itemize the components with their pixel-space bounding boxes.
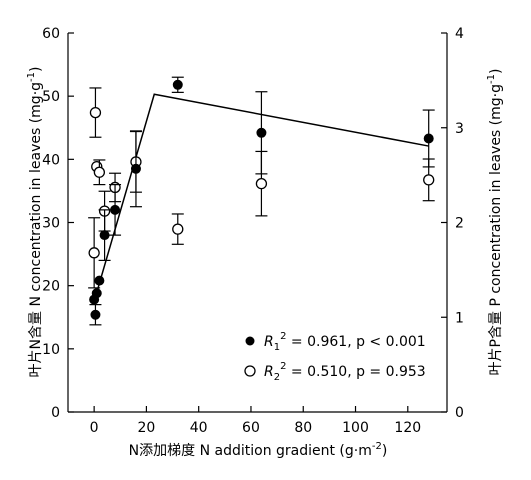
data-point-filled [256, 127, 267, 138]
series-n-leaves [89, 76, 435, 326]
data-marks [88, 76, 435, 326]
y-left-tick-label: 10 [42, 342, 60, 358]
data-point-filled [91, 288, 102, 299]
data-point-open [93, 166, 106, 178]
data-point-filled [172, 79, 183, 90]
data-point-open [88, 247, 100, 259]
x-tick-label: 120 [394, 420, 421, 436]
y-left-tick-label: 30 [42, 216, 60, 232]
data-point-filled [99, 230, 110, 241]
data-point-open [172, 223, 184, 235]
y-right-axis-label: 叶片P含量 P concentration in leaves (mg·g-1) [486, 69, 504, 376]
x-tick-label: 0 [90, 420, 99, 436]
fit-line-group [93, 93, 429, 302]
legend-marker-filled [245, 336, 255, 346]
x-tick-label: 100 [342, 420, 369, 436]
x-tick-label: 60 [242, 420, 260, 436]
y-left-tick-label: 0 [51, 405, 60, 421]
legend-entry: R12 = 0.961, p < 0.001 [264, 331, 426, 353]
x-tick-label: 80 [294, 420, 312, 436]
y-right-tick-label: 4 [455, 26, 464, 42]
y-right-tick-label: 1 [455, 310, 464, 326]
data-point-filled [94, 275, 105, 286]
series-p-leaves [88, 87, 435, 289]
x-axis-label: N添加梯度 N addition gradient (g·m-2) [129, 441, 388, 459]
data-point-open [423, 174, 435, 186]
y-right-tick-label: 3 [455, 121, 464, 137]
y-left-tick-label: 60 [42, 26, 60, 42]
data-point-filled [130, 163, 141, 174]
axes: 0 20 40 60 80 100 120 0 10 20 30 40 50 60 0 1 2 3 4 [42, 26, 464, 436]
x-tick-label: 20 [137, 420, 155, 436]
y-left-tick-label: 50 [42, 89, 60, 105]
y-left-axis-label: 叶片N含量 N concentration in leaves (mg·g-1) [26, 67, 44, 378]
x-tick-label: 40 [190, 420, 208, 436]
y-left-tick-label: 40 [42, 152, 60, 168]
legend-marker-open [244, 365, 256, 377]
data-point-filled [110, 204, 121, 215]
y-left-tick-label: 20 [42, 279, 60, 295]
legend-entry: R22 = 0.510, p = 0.953 [264, 361, 426, 383]
y-right-tick-label: 2 [455, 216, 464, 232]
legend: R12 = 0.961, p < 0.001 R22 = 0.510, p = 0… [244, 331, 426, 383]
axis-labels: N添加梯度 N addition gradient (g·m-2) 叶片N含量 N… [26, 67, 504, 459]
data-point-open [255, 178, 268, 190]
data-point-filled [423, 133, 434, 144]
fit-line [93, 93, 429, 302]
data-point-filled [90, 309, 101, 320]
y-right-tick-label: 0 [455, 405, 464, 421]
data-point-open [89, 106, 102, 119]
